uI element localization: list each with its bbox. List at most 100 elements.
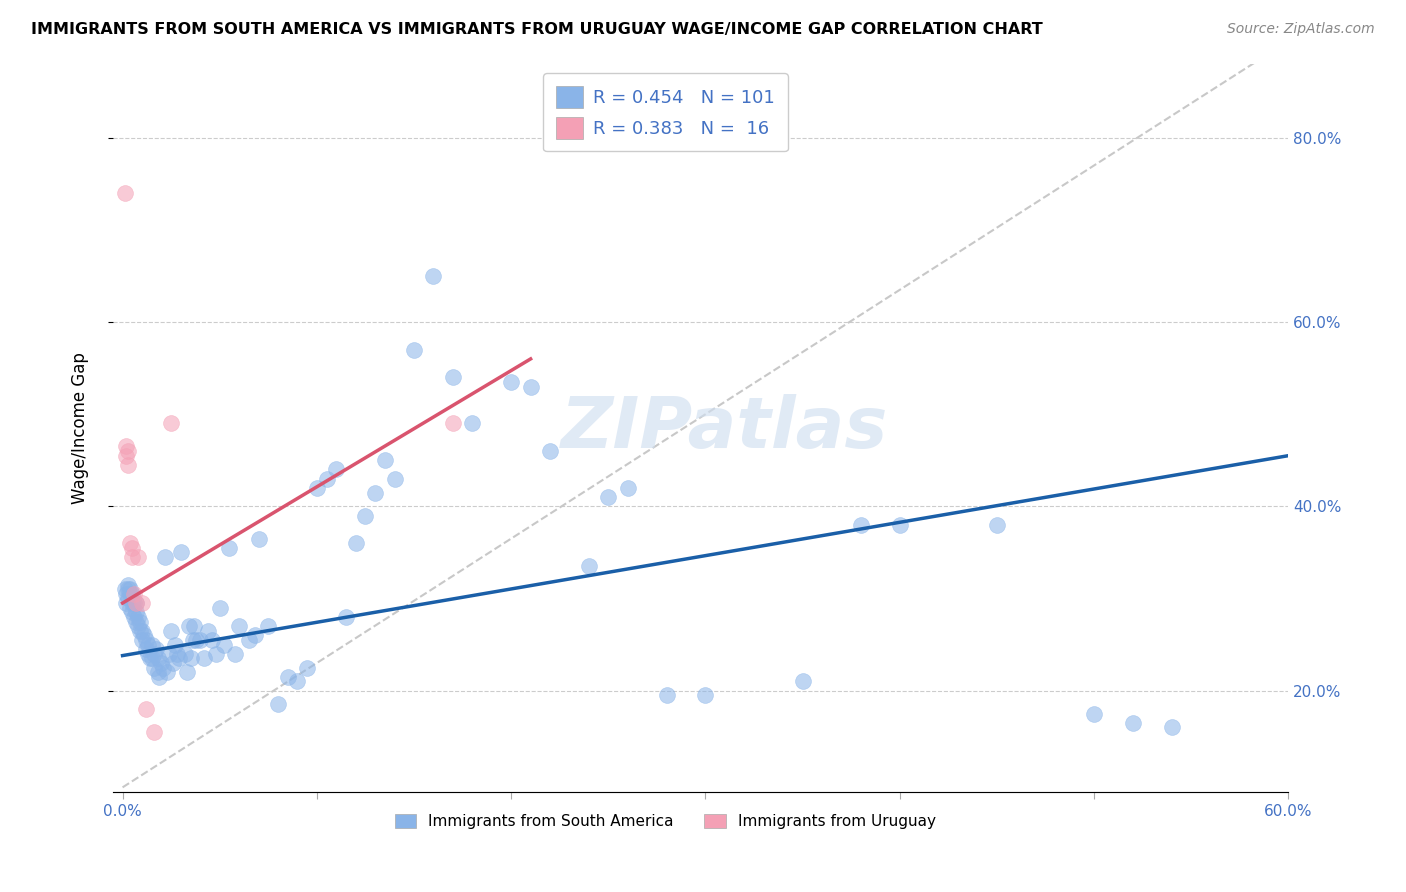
Point bbox=[212, 638, 235, 652]
Point bbox=[180, 651, 202, 665]
Y-axis label: Wage/Income Gap: Wage/Income Gap bbox=[72, 352, 89, 504]
Point bbox=[193, 651, 215, 665]
Point bbox=[160, 624, 183, 638]
Point bbox=[335, 610, 357, 624]
Text: ZIPatlas: ZIPatlas bbox=[561, 393, 887, 463]
Point bbox=[121, 541, 143, 555]
Point bbox=[125, 615, 148, 629]
Point bbox=[122, 587, 145, 601]
Point bbox=[441, 417, 464, 431]
Point bbox=[115, 596, 138, 610]
Point bbox=[1083, 706, 1105, 721]
Point bbox=[228, 619, 250, 633]
Point bbox=[374, 453, 396, 467]
Point bbox=[139, 651, 162, 665]
Point bbox=[121, 605, 143, 619]
Point bbox=[117, 591, 139, 606]
Point bbox=[655, 688, 678, 702]
Point bbox=[201, 632, 224, 647]
Point bbox=[135, 642, 157, 657]
Point bbox=[157, 647, 180, 661]
Point bbox=[176, 665, 198, 680]
Point bbox=[120, 600, 142, 615]
Point bbox=[177, 619, 200, 633]
Point bbox=[166, 647, 188, 661]
Point bbox=[131, 632, 153, 647]
Point bbox=[695, 688, 717, 702]
Point bbox=[135, 702, 157, 716]
Point bbox=[162, 656, 184, 670]
Point bbox=[501, 375, 523, 389]
Point bbox=[354, 508, 377, 523]
Point bbox=[135, 632, 157, 647]
Point bbox=[205, 647, 228, 661]
Point bbox=[121, 596, 143, 610]
Point bbox=[188, 632, 211, 647]
Point bbox=[1160, 721, 1182, 735]
Point bbox=[125, 596, 148, 610]
Point bbox=[127, 549, 149, 564]
Point bbox=[224, 647, 246, 661]
Point bbox=[208, 600, 231, 615]
Point bbox=[122, 596, 145, 610]
Point bbox=[344, 536, 367, 550]
Text: IMMIGRANTS FROM SOUTH AMERICA VS IMMIGRANTS FROM URUGUAY WAGE/INCOME GAP CORRELA: IMMIGRANTS FROM SOUTH AMERICA VS IMMIGRA… bbox=[31, 22, 1043, 37]
Point bbox=[1122, 715, 1144, 730]
Point bbox=[616, 481, 638, 495]
Point bbox=[146, 665, 169, 680]
Point bbox=[129, 624, 152, 638]
Point bbox=[131, 624, 153, 638]
Point bbox=[167, 651, 190, 665]
Point bbox=[267, 698, 290, 712]
Point bbox=[121, 549, 143, 564]
Point bbox=[461, 417, 484, 431]
Point bbox=[150, 656, 173, 670]
Point bbox=[136, 638, 159, 652]
Point bbox=[132, 628, 155, 642]
Point bbox=[122, 610, 145, 624]
Point bbox=[125, 596, 148, 610]
Point bbox=[156, 665, 179, 680]
Point bbox=[598, 490, 620, 504]
Point bbox=[127, 619, 149, 633]
Point bbox=[402, 343, 425, 357]
Point bbox=[578, 559, 600, 574]
Point bbox=[163, 638, 186, 652]
Point bbox=[120, 536, 142, 550]
Point bbox=[120, 582, 142, 597]
Text: Source: ZipAtlas.com: Source: ZipAtlas.com bbox=[1227, 22, 1375, 37]
Point bbox=[519, 379, 541, 393]
Point bbox=[125, 605, 148, 619]
Point bbox=[247, 532, 270, 546]
Point bbox=[986, 517, 1008, 532]
Point bbox=[129, 615, 152, 629]
Point bbox=[173, 647, 195, 661]
Point bbox=[141, 651, 163, 665]
Point bbox=[295, 660, 318, 674]
Point bbox=[441, 370, 464, 384]
Point bbox=[218, 541, 240, 555]
Point bbox=[142, 725, 165, 739]
Point bbox=[152, 660, 174, 674]
Point bbox=[148, 670, 170, 684]
Point bbox=[384, 472, 406, 486]
Point bbox=[325, 462, 347, 476]
Point bbox=[155, 549, 177, 564]
Point bbox=[127, 610, 149, 624]
Point bbox=[183, 619, 205, 633]
Point bbox=[131, 596, 153, 610]
Point bbox=[197, 624, 219, 638]
Point bbox=[305, 481, 328, 495]
Point bbox=[277, 670, 299, 684]
Point bbox=[121, 587, 143, 601]
Point bbox=[243, 628, 266, 642]
Point bbox=[257, 619, 280, 633]
Point bbox=[117, 444, 139, 458]
Point bbox=[238, 632, 260, 647]
Point bbox=[114, 186, 136, 200]
Point bbox=[115, 587, 138, 601]
Point bbox=[170, 545, 193, 559]
Point bbox=[117, 577, 139, 591]
Point bbox=[849, 517, 872, 532]
Point bbox=[160, 417, 183, 431]
